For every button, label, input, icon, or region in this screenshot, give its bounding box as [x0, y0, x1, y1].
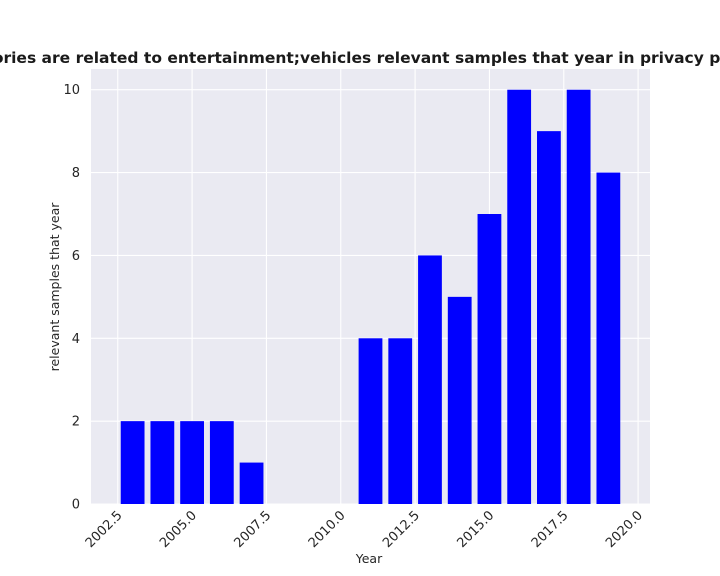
- x-axis-ticks: 2002.5 2005.0 2007.5 2010.0 2012.5 2015.0 2017…: [83, 508, 646, 551]
- bar-2019: [596, 172, 621, 505]
- x-tick-label: 2007.5: [231, 508, 274, 551]
- bar-2018: [566, 89, 591, 504]
- y-tick-label: 2: [72, 415, 80, 430]
- y-axis-label: relevant samples that year: [47, 202, 62, 372]
- bar-2013: [418, 255, 442, 504]
- bars: [120, 89, 621, 505]
- bar-2012: [388, 338, 413, 504]
- x-tick-label: 2012.5: [380, 508, 423, 551]
- y-tick-label: 0: [72, 498, 80, 513]
- y-tick-label: 8: [72, 166, 80, 181]
- y-tick-label: 6: [72, 249, 80, 264]
- x-tick-label: 2017.5: [529, 508, 572, 551]
- x-tick-label: 2015.0: [454, 508, 497, 551]
- bar-2006: [209, 421, 234, 504]
- y-tick-label: 10: [63, 83, 80, 98]
- bar-2015: [477, 214, 502, 504]
- x-axis-label: Year: [355, 551, 383, 566]
- y-tick-label: 4: [72, 332, 80, 347]
- x-tick-label: 2002.5: [83, 508, 126, 551]
- y-axis-ticks: 0 2 4 6 8 10: [63, 83, 80, 512]
- bar-2004: [150, 421, 175, 504]
- bar-2011: [358, 338, 383, 504]
- bar-2016: [507, 89, 532, 504]
- bar-2017: [537, 131, 561, 504]
- x-tick-label: 2005.0: [157, 508, 200, 551]
- chart-title: categories are related to entertainment;…: [0, 49, 720, 67]
- bar-2003: [120, 421, 145, 504]
- bar-2014: [447, 296, 472, 504]
- x-tick-label: 2010.0: [306, 508, 349, 551]
- bar-2007: [239, 462, 264, 504]
- bar-2005: [180, 421, 204, 504]
- x-tick-label: 2020.0: [603, 508, 646, 551]
